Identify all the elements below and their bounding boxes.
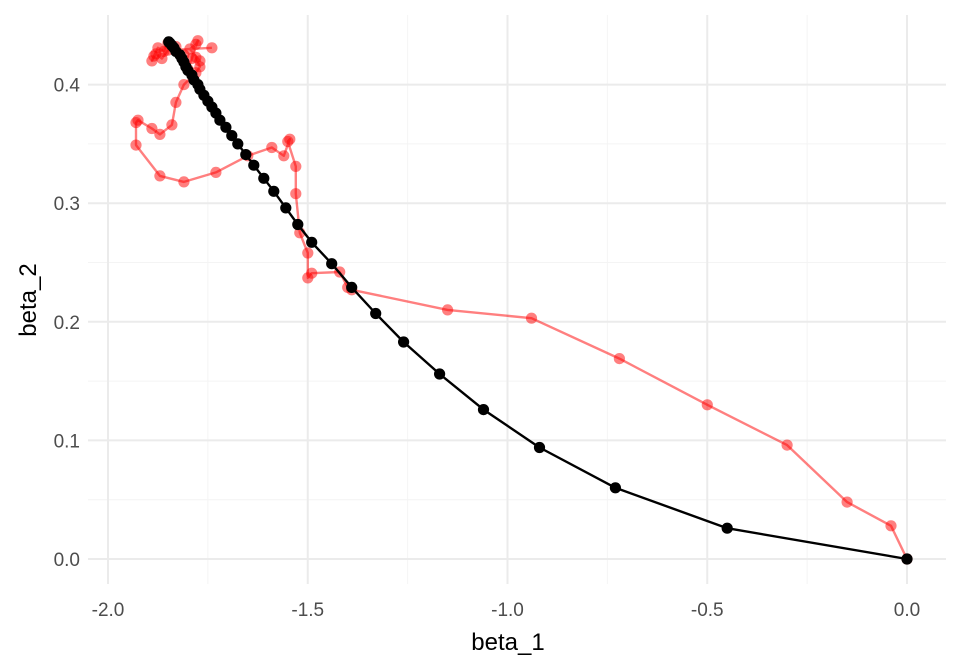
data-point [156,52,168,65]
data-point [701,399,713,411]
x-tick-label: -2.0 [92,600,125,621]
data-point [284,133,296,145]
data-point [398,336,410,348]
data-point [442,304,454,316]
y-axis-title: beta_2 [15,263,42,336]
grid [88,15,946,584]
data-point [302,272,314,284]
series-0 [163,36,913,565]
data-point [130,139,142,151]
data-point [292,218,304,231]
data-point [885,520,897,532]
tick-labels: -2.0 -1.5 -1.0 -0.5 0.0 0.0 0.1 0.2 0.3 0.4 [54,76,921,621]
data-point [613,353,626,365]
x-tick-label: 0.0 [894,600,920,621]
x-tick-label: -0.5 [691,600,724,621]
data-point [240,149,252,161]
series-1 [130,35,913,565]
y-tick-label: 0.3 [54,194,80,215]
y-tick-label: 0.2 [54,313,80,334]
data-point [525,312,538,324]
y-tick-label: 0.1 [54,431,80,452]
data-point [178,79,190,91]
data-point [841,496,853,508]
data-point [226,130,238,142]
data-point [609,482,622,494]
y-tick-label: 0.0 [54,550,80,571]
data-point [533,441,546,454]
data-point [232,138,244,150]
data-point [290,188,302,200]
data-point [434,368,446,380]
data-point [268,185,280,197]
data-point [146,122,158,135]
x-tick-label: -1.5 [291,600,324,621]
data-point [210,166,222,178]
data-point [178,176,190,188]
y-tick-label: 0.4 [54,76,81,97]
data-point [154,128,166,140]
data-point [163,36,175,48]
data-point [346,281,358,293]
data-point [290,160,302,172]
x-axis-title: beta_1 [471,629,544,656]
data-point [132,114,144,126]
data-point [266,141,278,154]
data-point [206,42,218,54]
data-point [170,96,182,108]
data-point [781,439,793,451]
data-point [248,159,260,171]
series-line [167,41,908,561]
data-point [370,307,382,320]
data-point [166,119,178,131]
data-point [280,202,292,214]
data-point [721,522,733,534]
series-layer [130,35,913,565]
data-point [278,150,290,162]
data-point [306,236,318,248]
data-point [192,35,204,47]
series-line [134,39,909,560]
data-point [302,247,314,259]
data-point [258,172,270,184]
data-point [901,553,913,565]
data-point [477,404,490,416]
data-point [154,170,166,182]
data-point [326,258,338,270]
x-tick-label: -1.0 [491,600,524,621]
